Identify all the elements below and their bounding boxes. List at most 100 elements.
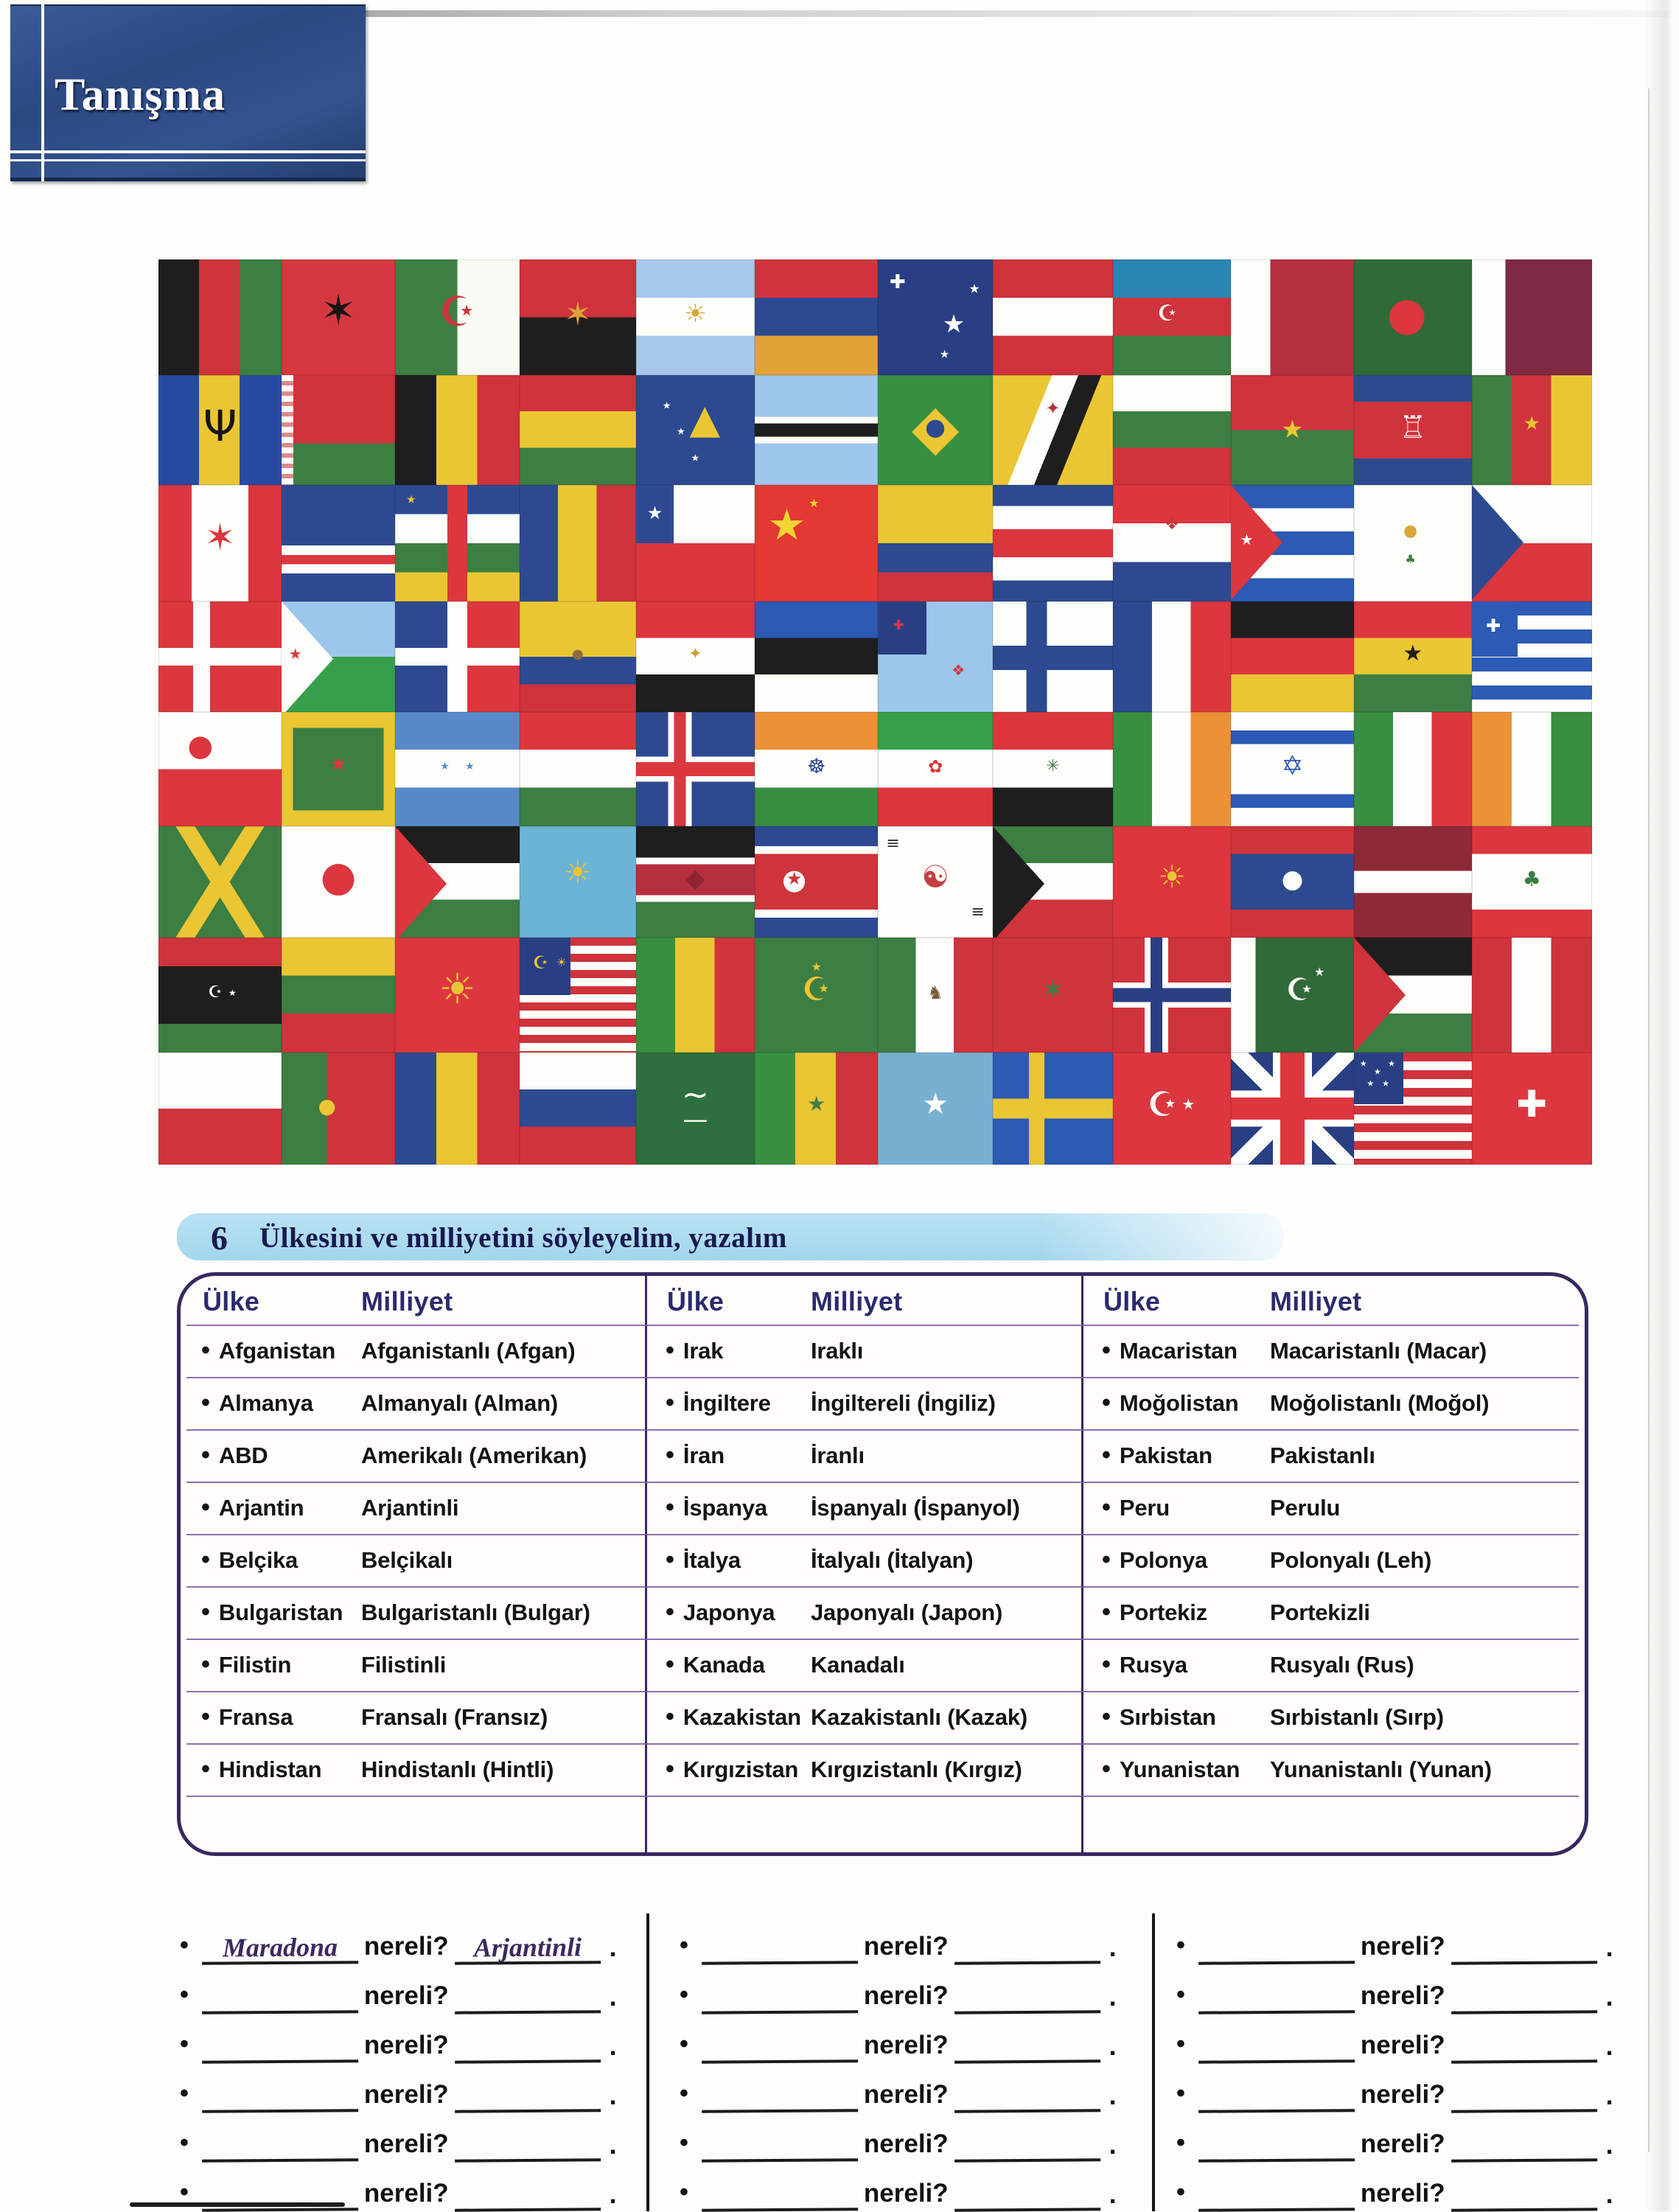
answer-blank-nationality[interactable] — [1451, 2178, 1597, 2212]
answer-blank-country[interactable] — [701, 2030, 859, 2064]
flag-emblem-icon: ✶ — [320, 285, 357, 336]
unit-title: Tanışma — [55, 70, 226, 120]
answer-blank-nationality[interactable] — [454, 2178, 601, 2212]
bullet: • — [180, 1931, 189, 1959]
table-row: • Almanya Almanyalı (Alman) — [181, 1377, 645, 1429]
flag-emblem-icon: ✦ — [688, 645, 702, 664]
flag-kenya: ◆ — [635, 826, 755, 938]
flag-emblem-icon: ★ — [646, 502, 663, 523]
bullet: • — [680, 2129, 688, 2157]
bullet: • — [1102, 1546, 1111, 1574]
table-row-divider — [186, 1534, 1579, 1535]
answer-blank-nationality[interactable] — [954, 1981, 1100, 2014]
answer-blank-country[interactable] — [701, 1981, 859, 2014]
country-cell: ABD — [218, 1442, 268, 1468]
answer-blank-nationality[interactable] — [454, 2079, 601, 2113]
bullet: • — [1102, 1703, 1111, 1731]
flag-emblem-icon: ★ — [1314, 964, 1325, 979]
flag-emblem-icon: ☀ — [684, 299, 707, 329]
answer-blank-nationality[interactable] — [1451, 2030, 1597, 2064]
flag-emblem-icon: ★ — [329, 753, 347, 776]
exercise-row: • nereli?. — [680, 1915, 1117, 1965]
exercise-row: • nereli?. — [180, 2063, 617, 2113]
answer-blank-country[interactable] — [1198, 2178, 1355, 2212]
flag-emblem-icon: ☸ — [807, 754, 826, 779]
answer-blank-country[interactable] — [201, 2030, 359, 2064]
answer-blank-nationality[interactable] — [454, 1981, 601, 2014]
answer-blank-country[interactable] — [1198, 1981, 1355, 2014]
exercise-row: • nereli?. — [680, 2112, 1117, 2163]
answer-blank-country[interactable] — [1198, 2079, 1355, 2113]
sentence-period: . — [1605, 2080, 1613, 2110]
answer-blank-country[interactable] — [1198, 2030, 1355, 2064]
question-word: nereli? — [863, 2031, 949, 2059]
answer-blank-country[interactable] — [701, 1931, 859, 1965]
answer-blank-nationality[interactable] — [1451, 1931, 1597, 1965]
flag-norway — [1113, 937, 1231, 1053]
flag-greenland: ● — [158, 711, 282, 826]
answer-blank-country[interactable] — [201, 1981, 359, 2014]
column-header-country: Ülke — [203, 1286, 260, 1316]
question-word: nereli? — [1360, 2031, 1445, 2059]
flag-israel: ✡ — [1230, 711, 1355, 826]
answer-blank-nationality[interactable] — [954, 1931, 1100, 1965]
answer-blank-nationality[interactable] — [954, 2079, 1100, 2113]
answer-blank-country[interactable] — [701, 2129, 859, 2163]
flag-canton — [520, 937, 571, 995]
nationality-cell: Kazakistanlı (Kazak) — [811, 1703, 1028, 1730]
answer-blank-nationality[interactable] — [954, 2129, 1100, 2163]
answer-blank-nationality[interactable]: Arjantinli — [454, 1931, 601, 1965]
nationality-table: Ülke Milliyet • Afganistan Afganistanlı (Afg… — [177, 1272, 1588, 1856]
bullet: • — [180, 2178, 189, 2206]
answer-blank-nationality[interactable] — [1451, 2129, 1597, 2163]
bullet: • — [201, 1755, 210, 1783]
nationality-cell: Macaristanlı (Macar) — [1270, 1337, 1487, 1364]
answer-blank-nationality[interactable] — [1451, 2079, 1597, 2113]
answer-blank-country[interactable] — [1198, 2129, 1355, 2163]
bullet: • — [1102, 1336, 1111, 1364]
table-row-divider — [186, 1796, 1579, 1797]
nationality-cell: İtalyalı (İtalyan) — [811, 1546, 974, 1573]
table-row: • Kazakistan Kazakistanlı (Kazak) — [645, 1691, 1081, 1743]
question-word: nereli? — [863, 2179, 949, 2208]
flag-emblem-icon: ✦ — [1045, 397, 1061, 419]
column-header-country: Ülke — [667, 1286, 725, 1316]
flag-united-kingdom — [1230, 1052, 1355, 1165]
answer-blank-country[interactable] — [701, 2178, 859, 2212]
question-word: nereli? — [363, 2080, 449, 2109]
flag-mauritania: ☪ ★ — [755, 937, 879, 1053]
flag-lithuania — [282, 937, 395, 1053]
answer-blank-country[interactable] — [1198, 1931, 1355, 1965]
exercise-row: • nereli?. — [1176, 1964, 1613, 2014]
answer-blank-country[interactable] — [201, 2129, 359, 2163]
answer-blank-country[interactable] — [201, 2079, 359, 2113]
sentence-period: . — [1605, 2179, 1613, 2209]
exercise-row: • nereli?. — [1176, 2112, 1613, 2163]
flag-portugal: ● — [282, 1052, 395, 1165]
flag-emblem-icon: ★ — [811, 960, 822, 974]
bullet: • — [180, 2030, 189, 2058]
bullet: • — [180, 1981, 189, 2009]
exercise-row: • nereli?. — [180, 2112, 617, 2163]
flag-canton — [1471, 601, 1518, 657]
answer-blank-country[interactable] — [701, 2079, 859, 2113]
flag-laos: ● — [1230, 826, 1355, 938]
flag-switzerland: ✚ — [1471, 1052, 1592, 1165]
answer-blank-country[interactable]: Maradona — [201, 1931, 359, 1965]
bullet: • — [666, 1650, 674, 1678]
flag-djibouti: ★ — [282, 601, 395, 712]
answer-blank-nationality[interactable] — [954, 2178, 1100, 2212]
exercise-row: • nereli?. — [1176, 2162, 1613, 2212]
bullet: • — [666, 1389, 674, 1417]
nationality-cell: Perulu — [1270, 1494, 1341, 1521]
answer-blank-nationality[interactable] — [954, 2030, 1100, 2064]
answer-blank-country[interactable] — [201, 2178, 359, 2212]
question-word: nereli? — [863, 1932, 949, 1961]
section-title: Ülkesini ve milliyetini söyleyelim, yaza… — [259, 1222, 787, 1254]
flag-emblem-icon: ✚ — [893, 618, 904, 634]
answer-blank-nationality[interactable] — [454, 2030, 601, 2064]
bullet: • — [1176, 2129, 1185, 2157]
country-cell: İngiltere — [683, 1389, 771, 1416]
answer-blank-nationality[interactable] — [454, 2129, 601, 2163]
answer-blank-nationality[interactable] — [1451, 1981, 1597, 2014]
